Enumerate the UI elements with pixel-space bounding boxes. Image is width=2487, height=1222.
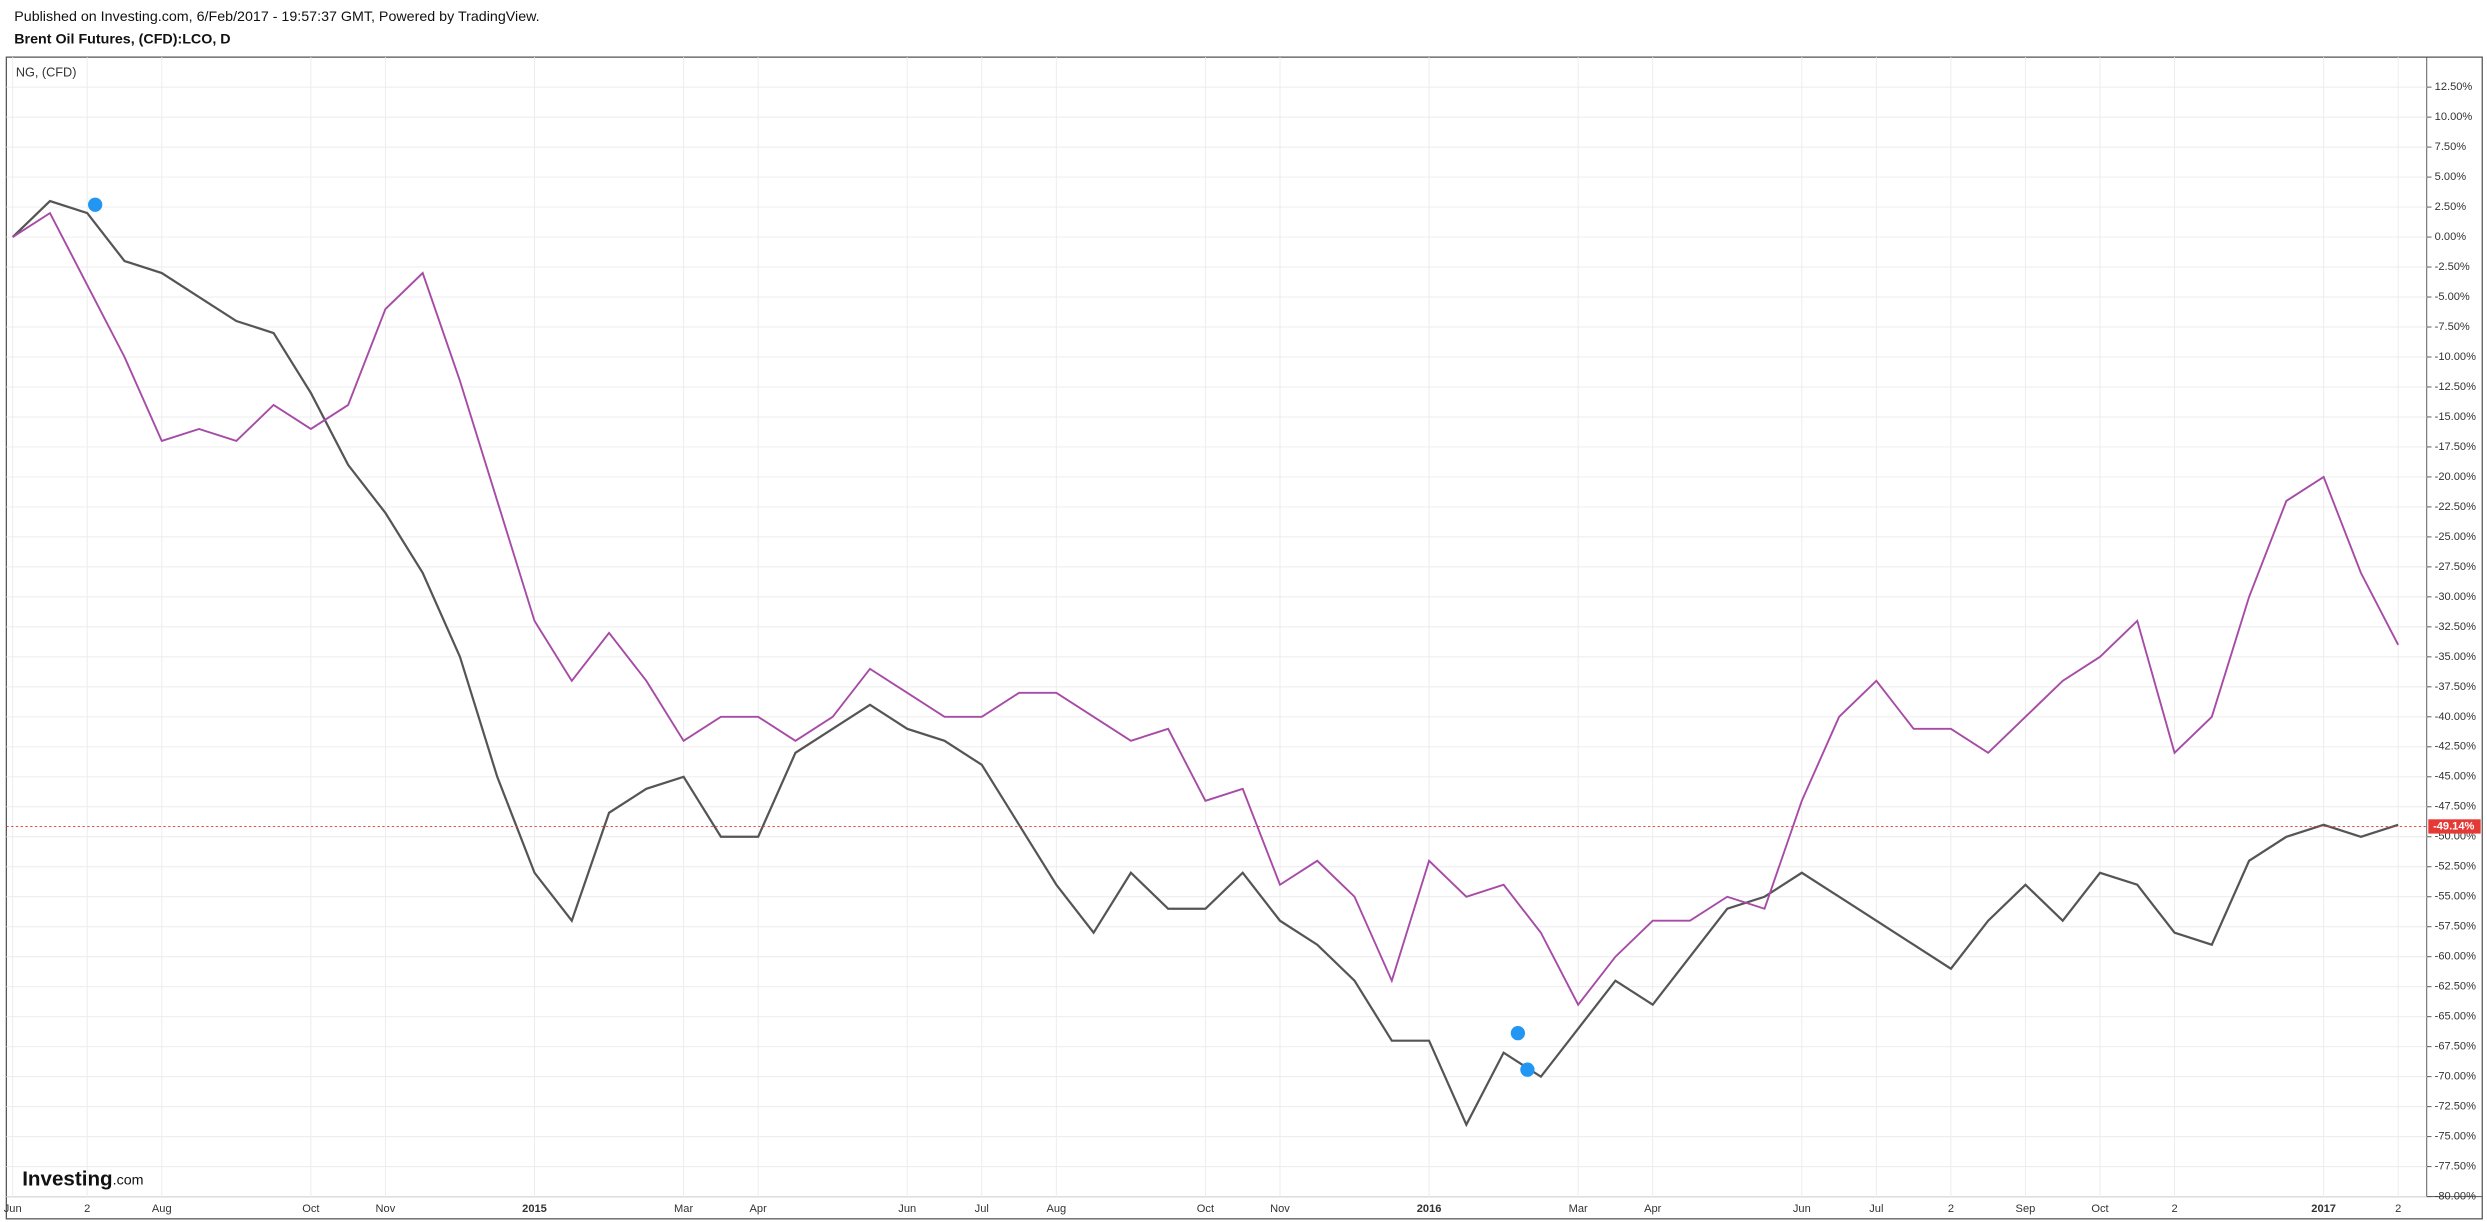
y-tick-label: -30.00% [2435,591,2476,603]
y-tick-label: -5.00% [2435,291,2470,303]
legend-label: NG, (CFD) [16,65,77,79]
x-tick-label: Jul [1869,1203,1883,1215]
y-tick-label: -32.50% [2435,621,2476,633]
marks [6,57,2427,1198]
x-tick-label: 2016 [1417,1203,1442,1215]
y-tick-label: -52.50% [2435,861,2476,873]
y-tick-label: -40.00% [2435,711,2476,723]
y-tick-label: -20.00% [2435,471,2476,483]
x-tick-label: Sep [2016,1203,2036,1215]
y-tick-label: -2.50% [2435,261,2470,273]
x-tick-label: Aug [1046,1203,1066,1215]
y-tick-label: -10.00% [2435,351,2476,363]
x-tick-label: 2 [1948,1203,1954,1215]
last-value-label: -49.14% [2433,820,2474,832]
y-tick-label: -12.50% [2435,381,2476,393]
x-tick-label: Oct [1197,1203,1214,1215]
x-tick-label: 2 [2395,1203,2401,1215]
x-tick-label: Aug [152,1203,172,1215]
event-marker [1520,1062,1535,1077]
x-tick-label: Jun [1793,1203,1811,1215]
y-tick-label: -60.00% [2435,951,2476,963]
symbol-title: Brent Oil Futures, (CFD):LCO, D [14,31,230,47]
y-tick-label: -55.00% [2435,891,2476,903]
x-tick-label: Mar [674,1203,693,1215]
x-tick-label: Mar [1569,1203,1588,1215]
y-tick-label: -50.00% [2435,831,2476,843]
y-tick-label: -70.00% [2435,1071,2476,1083]
y-tick-label: -72.50% [2435,1101,2476,1113]
y-tick-label: -77.50% [2435,1161,2476,1173]
chart-frame [5,56,2483,1220]
last-value-box [2428,819,2481,834]
y-tick-label: -17.50% [2435,441,2476,453]
y-tick-label: -45.00% [2435,771,2476,783]
y-tick-label: 2.50% [2435,201,2467,213]
series-line [12,211,2400,1007]
y-tick-label: -80.00% [2435,1191,2476,1203]
y-tick-label: -15.00% [2435,411,2476,423]
x-tick-label: 2017 [2311,1203,2336,1215]
event-marker [88,197,103,212]
logo-main: Investing [22,1168,112,1191]
logo: Investing.com [22,1168,143,1191]
y-tick-label: -7.50% [2435,321,2470,333]
x-tick-label: Nov [376,1203,396,1215]
event-marker [1510,1026,1526,1041]
y-tick-label: -57.50% [2435,921,2476,933]
x-tick-label: Oct [2091,1203,2108,1215]
y-tick-label: -65.00% [2435,1011,2476,1023]
x-tick-label: Apr [1644,1203,1662,1215]
x-tick-label: Jul [975,1203,989,1215]
x-tick-label: Jun [4,1203,22,1215]
logo-suffix: .com [113,1173,144,1189]
x-tick-label: 2 [84,1203,90,1215]
y-tick-label: -62.50% [2435,981,2476,993]
series-line [11,199,2399,1128]
y-tick-label: -75.00% [2435,1131,2476,1143]
y-tick-label: -47.50% [2435,801,2476,813]
y-tick-label: 10.00% [2435,111,2473,123]
x-tick-label: Apr [750,1203,768,1215]
x-tick-label: 2 [2171,1203,2177,1215]
y-tick-label: 12.50% [2435,81,2473,93]
published-note: Published on Investing.com, 6/Feb/2017 -… [14,9,539,25]
x-tick-label: Jun [898,1203,916,1215]
y-tick-label: -67.50% [2435,1041,2476,1053]
y-tick-label: 7.50% [2435,141,2467,153]
y-tick-label: -25.00% [2435,531,2476,543]
x-tick-label: 2015 [522,1203,547,1215]
y-tick-label: 0.00% [2435,231,2467,243]
y-tick-label: -35.00% [2435,651,2476,663]
y-tick-label: -22.50% [2435,501,2476,513]
y-tick-label: -37.50% [2435,681,2476,693]
y-tick-label: -42.50% [2435,741,2476,753]
y-tick-label: 5.00% [2435,171,2467,183]
x-tick-label: Nov [1270,1203,1290,1215]
x-tick-label: Oct [302,1203,319,1215]
y-tick-label: -27.50% [2435,561,2476,573]
